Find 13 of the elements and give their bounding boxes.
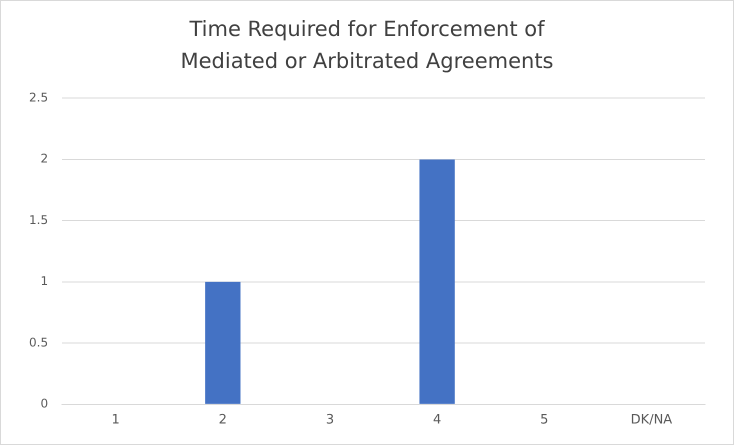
y-tick-label: 2 [40,152,48,166]
x-tick-label: 1 [112,412,120,428]
x-tick-label: 5 [540,412,548,428]
y-tick-label: 0.5 [28,335,48,350]
x-tick-label: DK/NA [630,412,672,428]
x-tick-label: 4 [432,412,442,428]
y-tick-label: 1 [40,274,48,288]
x-tick-label: 2 [218,412,227,428]
x-tick-label: 3 [326,412,334,428]
y-tick-label: 2.5 [28,90,48,104]
y-tick-label: 1.5 [28,212,48,227]
y-tick-label: 0 [40,396,48,411]
chart-title: Time Required for Enforcement of Mediated or Arbitrated Agreements [179,16,555,75]
